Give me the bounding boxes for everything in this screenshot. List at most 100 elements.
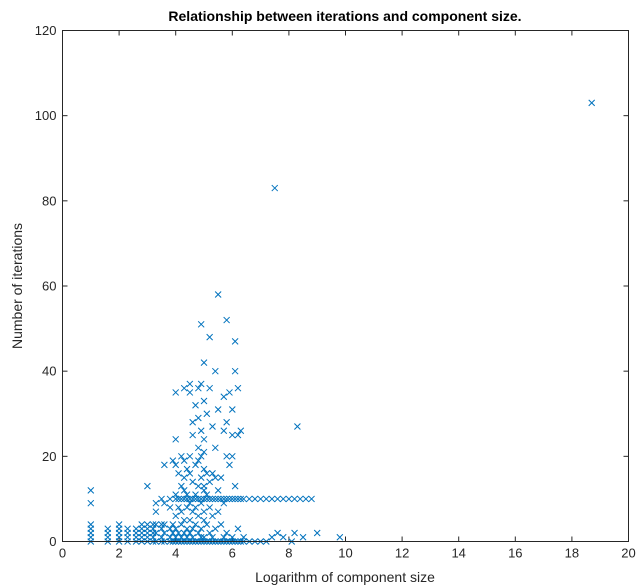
data-point [231,495,239,503]
data-point [203,470,211,477]
data-point [211,525,219,533]
data-point [336,533,344,541]
data-point [189,431,197,439]
data-point [228,406,236,413]
data-point [161,521,168,528]
data-point [245,495,253,503]
data-point [234,525,242,533]
data-point [178,521,185,528]
data-point [211,495,219,503]
data-point [228,431,236,439]
data-point [214,495,222,503]
data-point [226,495,233,503]
data-point [158,495,165,503]
plot-frame [62,30,629,542]
data-point [223,529,230,537]
data-point [87,499,95,507]
data-point [186,380,194,388]
data-point [203,495,211,503]
data-point [294,423,301,430]
data-point [285,495,293,503]
data-point [223,316,230,324]
data-point [169,457,177,464]
x-tick-label: 10 [338,546,352,561]
data-point [158,525,165,533]
data-point [228,452,236,460]
data-point [588,99,596,107]
data-point [180,487,188,494]
data-point [220,427,228,435]
data-point [231,338,239,345]
x-tick-label: 0 [59,546,66,561]
data-point [234,384,242,392]
data-point [166,504,174,511]
data-point [175,529,182,537]
data-point [178,508,185,516]
data-point [172,389,180,396]
y-tick-label: 80 [42,193,56,208]
y-axis-label: Number of iterations [9,223,25,349]
data-point [197,320,205,328]
data-point [186,452,194,460]
data-point [197,474,205,481]
data-point [189,525,197,533]
data-point [192,504,199,511]
data-point [152,499,160,507]
data-point [223,495,230,503]
x-tick-label: 6 [229,546,236,561]
data-point [206,495,214,503]
data-point [194,529,202,537]
data-point [172,525,180,533]
data-point [197,499,205,507]
data-point [313,529,321,537]
data-point [192,401,199,409]
data-point [279,495,287,503]
data-point [172,461,180,469]
data-point [194,384,202,392]
data-point [214,291,222,298]
data-point [166,525,174,533]
data-point [197,452,205,460]
data-point [302,495,310,503]
data-point [152,508,160,516]
data-point [203,521,211,528]
data-point [180,474,188,481]
data-point [197,380,205,388]
data-point [211,444,219,452]
data-point [189,478,197,486]
data-point [214,406,222,413]
y-tick-label: 20 [42,449,56,464]
data-point [291,529,298,537]
data-point [296,495,304,503]
data-point [226,389,233,396]
data-point [209,470,216,477]
data-point [291,495,298,503]
y-tick-label: 120 [35,23,57,38]
data-point [206,529,214,537]
x-tick-label: 16 [508,546,522,561]
chart-title: Relationship between iterations and comp… [168,8,521,24]
data-point [234,431,242,439]
data-point [152,521,160,528]
data-point [194,495,202,503]
data-point [237,427,245,435]
data-point [192,521,199,528]
data-point [274,529,281,537]
data-point [189,418,197,426]
data-point [226,461,233,469]
x-tick-label: 14 [451,546,465,561]
data-point [186,389,194,396]
data-point [186,499,194,507]
data-point [308,495,315,503]
data-point [268,533,276,541]
data-point [197,525,205,533]
x-tick-label: 2 [115,546,122,561]
x-axis-label: Logarithm of component size [255,569,435,585]
data-point [228,495,236,503]
data-point [186,516,194,524]
data-point [211,367,219,375]
data-point [211,474,219,481]
data-point [203,410,211,418]
